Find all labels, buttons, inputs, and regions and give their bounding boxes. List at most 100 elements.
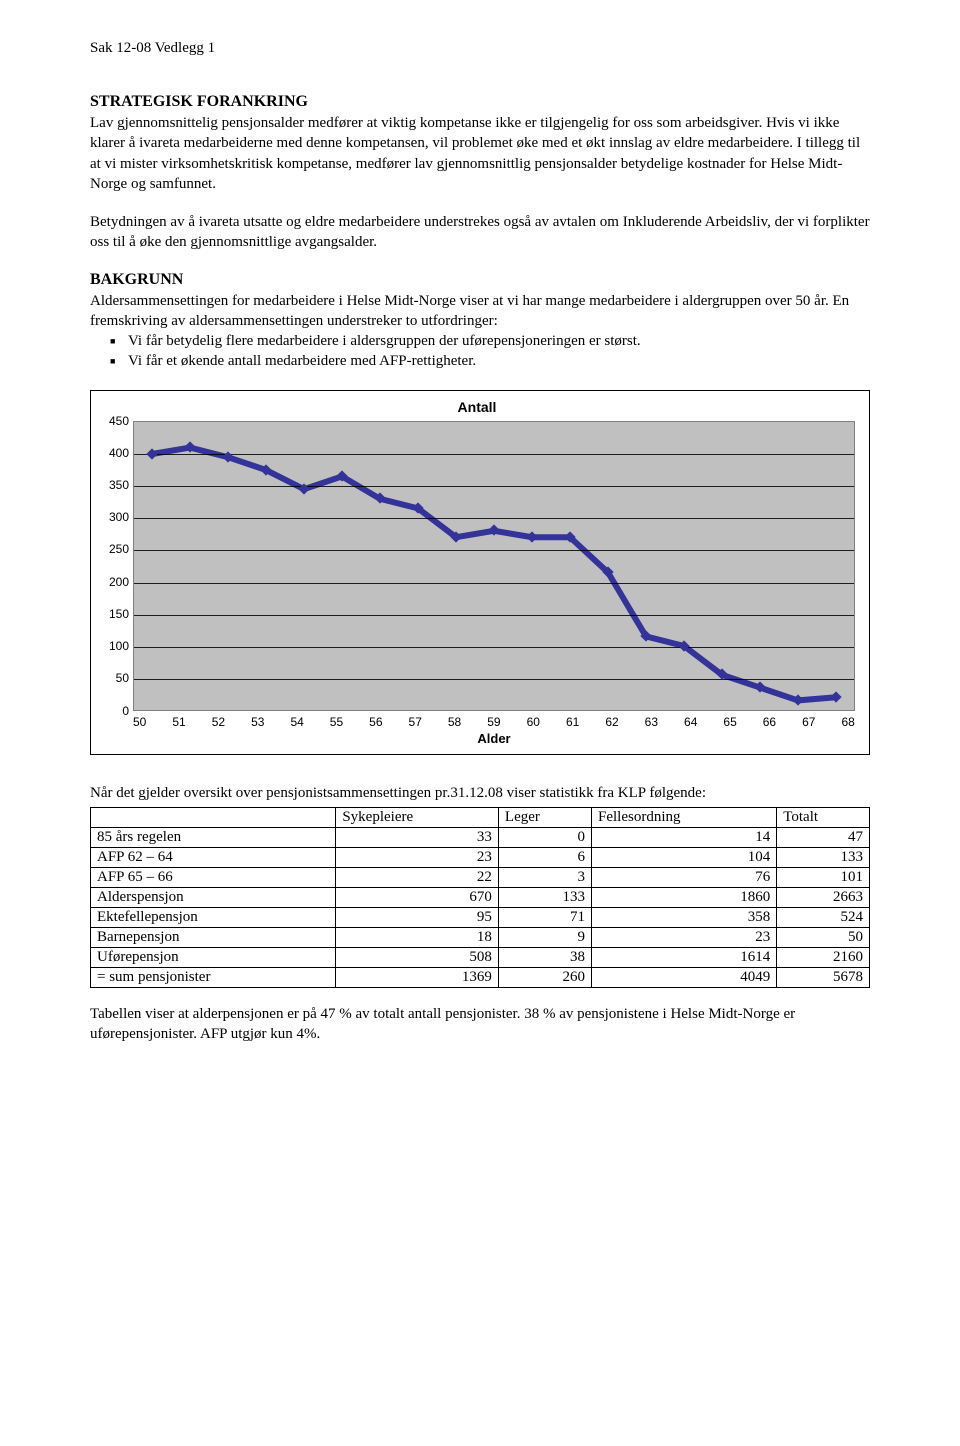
table-cell: 133 xyxy=(498,887,591,907)
table-cell: 95 xyxy=(336,907,499,927)
gridline xyxy=(134,454,854,455)
table-cell: Barnepensjon xyxy=(91,927,336,947)
x-tick-label: 65 xyxy=(723,715,736,729)
gridline xyxy=(134,679,854,680)
table-cell: 104 xyxy=(592,847,777,867)
table-cell: 670 xyxy=(336,887,499,907)
table-row: AFP 62 – 64236104133 xyxy=(91,847,870,867)
table-cell: 5678 xyxy=(777,967,870,987)
x-tick-label: 58 xyxy=(448,715,461,729)
table-row: Uførepensjon5083816142160 xyxy=(91,947,870,967)
x-tick-label: 50 xyxy=(133,715,146,729)
table-header-row: SykepleiereLegerFellesordningTotalt xyxy=(91,807,870,827)
section-strategisk-p1: Lav gjennomsnittelig pensjonsalder medfø… xyxy=(90,113,870,194)
x-tick-label: 61 xyxy=(566,715,579,729)
x-tick-label: 68 xyxy=(841,715,854,729)
table-cell: 1860 xyxy=(592,887,777,907)
pension-table-wrap: SykepleiereLegerFellesordningTotalt85 år… xyxy=(90,807,870,988)
y-tick-label: 50 xyxy=(116,671,129,685)
table-header-cell xyxy=(91,807,336,827)
table-intro-text: Når det gjelder oversikt over pensjonist… xyxy=(90,783,870,803)
table-row: 85 års regelen3301447 xyxy=(91,827,870,847)
line-chart-svg xyxy=(134,422,854,710)
table-row: Alderspensjon67013318602663 xyxy=(91,887,870,907)
gridline xyxy=(134,647,854,648)
table-cell: 2663 xyxy=(777,887,870,907)
table-cell: 524 xyxy=(777,907,870,927)
header-reference: Sak 12-08 Vedlegg 1 xyxy=(90,40,870,57)
x-tick-label: 51 xyxy=(172,715,185,729)
section-strategisk-title: STRATEGISK FORANKRING xyxy=(90,93,870,111)
chart-area: 050100150200250300350400450 505152535455… xyxy=(99,421,855,746)
x-tick-label: 67 xyxy=(802,715,815,729)
x-tick-label: 62 xyxy=(605,715,618,729)
table-cell: 50 xyxy=(777,927,870,947)
table-cell: 260 xyxy=(498,967,591,987)
pension-table: SykepleiereLegerFellesordningTotalt85 år… xyxy=(90,807,870,988)
table-header-cell: Sykepleiere xyxy=(336,807,499,827)
table-cell: 9 xyxy=(498,927,591,947)
gridline xyxy=(134,550,854,551)
table-cell: AFP 62 – 64 xyxy=(91,847,336,867)
table-cell: 76 xyxy=(592,867,777,887)
table-row: AFP 65 – 6622376101 xyxy=(91,867,870,887)
gridline xyxy=(134,486,854,487)
y-tick-label: 200 xyxy=(109,575,129,589)
x-tick-label: 54 xyxy=(290,715,303,729)
gridline xyxy=(134,583,854,584)
y-tick-label: 400 xyxy=(109,446,129,460)
document-page: Sak 12-08 Vedlegg 1 STRATEGISK FORANKRIN… xyxy=(0,0,960,1084)
table-cell: AFP 65 – 66 xyxy=(91,867,336,887)
table-row: Ektefellepensjon9571358524 xyxy=(91,907,870,927)
table-cell: 0 xyxy=(498,827,591,847)
gridline xyxy=(134,518,854,519)
table-cell: Alderspensjon xyxy=(91,887,336,907)
x-tick-label: 57 xyxy=(409,715,422,729)
table-row: Barnepensjon1892350 xyxy=(91,927,870,947)
x-tick-label: 63 xyxy=(645,715,658,729)
table-row: = sum pensjonister136926040495678 xyxy=(91,967,870,987)
table-cell: 1614 xyxy=(592,947,777,967)
x-axis-label: Alder xyxy=(133,731,855,746)
x-tick-label: 56 xyxy=(369,715,382,729)
y-tick-label: 450 xyxy=(109,414,129,428)
table-cell: 47 xyxy=(777,827,870,847)
chart-title: Antall xyxy=(99,399,855,415)
table-header-cell: Fellesordning xyxy=(592,807,777,827)
table-cell: 33 xyxy=(336,827,499,847)
x-tick-label: 53 xyxy=(251,715,264,729)
chart-container: Antall 050100150200250300350400450 50515… xyxy=(90,390,870,755)
section-bakgrunn-p1: Aldersammensettingen for medarbeidere i … xyxy=(90,291,870,332)
table-cell: 14 xyxy=(592,827,777,847)
x-axis: 50515253545556575859606162636465666768 xyxy=(133,711,855,729)
x-tick-label: 64 xyxy=(684,715,697,729)
table-cell: 38 xyxy=(498,947,591,967)
x-tick-label: 60 xyxy=(527,715,540,729)
y-tick-label: 300 xyxy=(109,510,129,524)
table-cell: 3 xyxy=(498,867,591,887)
table-cell: 101 xyxy=(777,867,870,887)
x-tick-label: 52 xyxy=(212,715,225,729)
table-cell: 4049 xyxy=(592,967,777,987)
table-cell: 1369 xyxy=(336,967,499,987)
table-header-cell: Totalt xyxy=(777,807,870,827)
table-cell: 358 xyxy=(592,907,777,927)
table-cell: 133 xyxy=(777,847,870,867)
table-cell: 85 års regelen xyxy=(91,827,336,847)
footer-paragraph: Tabellen viser at alderpensjonen er på 4… xyxy=(90,1004,870,1045)
table-header-cell: Leger xyxy=(498,807,591,827)
table-cell: 2160 xyxy=(777,947,870,967)
table-cell: 6 xyxy=(498,847,591,867)
table-cell: 508 xyxy=(336,947,499,967)
y-tick-label: 0 xyxy=(122,704,129,718)
table-cell: = sum pensjonister xyxy=(91,967,336,987)
gridline xyxy=(134,615,854,616)
x-tick-label: 55 xyxy=(330,715,343,729)
plot-region xyxy=(133,421,855,711)
section-bakgrunn-title: BAKGRUNN xyxy=(90,271,870,289)
table-cell: 23 xyxy=(592,927,777,947)
table-cell: 71 xyxy=(498,907,591,927)
bullet-item: Vi får betydelig flere medarbeidere i al… xyxy=(110,331,870,351)
plot-wrapper: 50515253545556575859606162636465666768 A… xyxy=(133,421,855,746)
table-cell: Uførepensjon xyxy=(91,947,336,967)
